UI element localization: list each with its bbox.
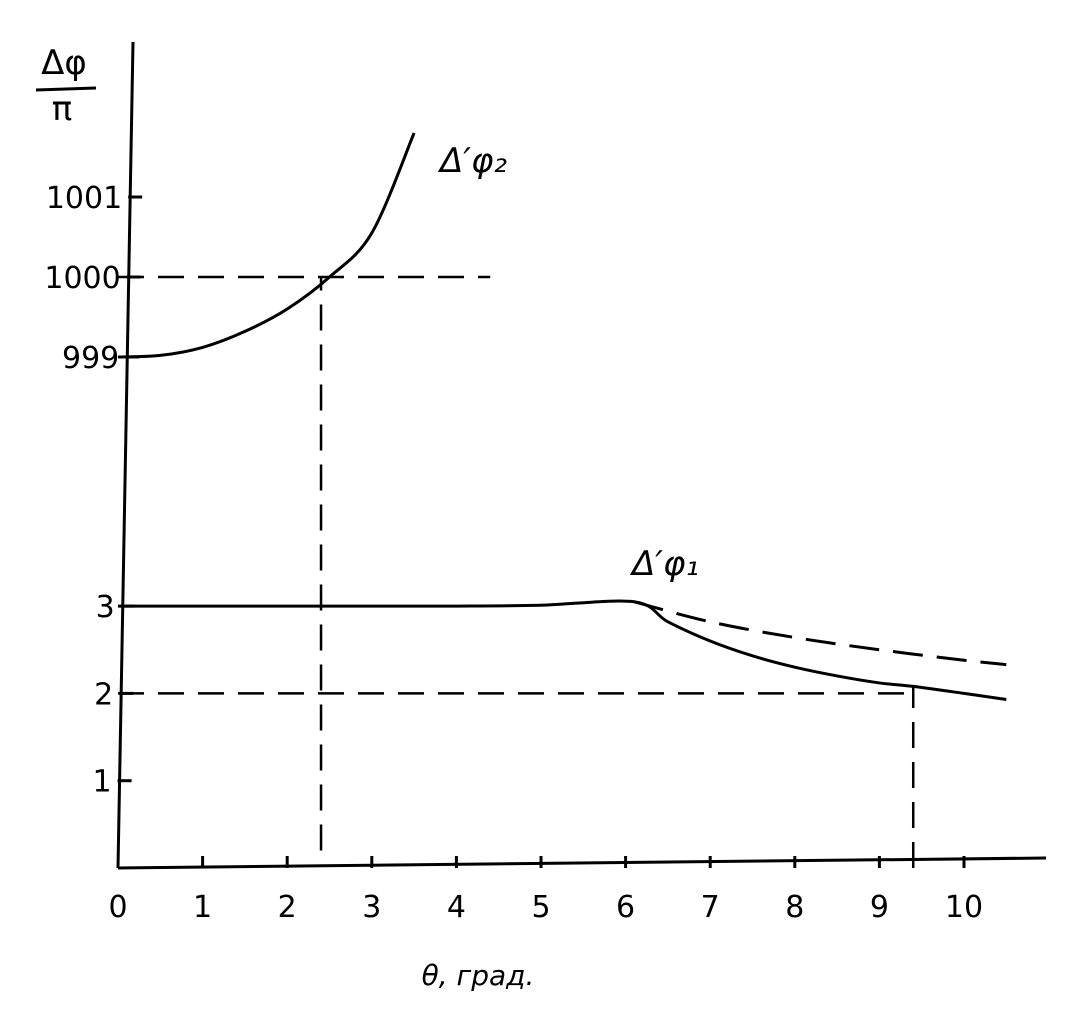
x-axis-title: θ, град. — [422, 959, 535, 992]
x-tick-label: 2 — [278, 890, 297, 925]
axes — [116, 41, 1047, 870]
x-tick-label: 4 — [447, 890, 466, 925]
series-line-phi2 — [117, 132, 416, 359]
y-tick-label: 1 — [92, 765, 111, 800]
y-tick-label: 1001 — [46, 181, 122, 216]
x-tick-label: 6 — [616, 890, 635, 925]
y-axis-title-denominator: π — [52, 89, 72, 129]
tick-labels: 0 1 2 3 4 5 6 7 8 9 10 1 2 3 999 1000 1001 — [44, 181, 983, 925]
y-axis-title-fraction-bar — [35, 86, 97, 92]
x-tick-label: 8 — [785, 890, 804, 925]
y-tick-label: 3 — [96, 590, 115, 625]
reference-lines — [118, 275, 915, 868]
curve-label-phi1: Δ′φ₁ — [629, 544, 699, 584]
x-tick-label: 5 — [531, 890, 550, 925]
x-tick-label: 0 — [108, 890, 127, 925]
y-tick-label: 2 — [94, 677, 113, 712]
x-tick-label: 3 — [362, 890, 381, 925]
curve-label-phi2: Δ′φ₂ — [437, 141, 507, 181]
series-group — [117, 132, 1007, 701]
series-line-phi1-dashed — [633, 600, 1007, 667]
x-axis-line — [117, 856, 1047, 870]
y-tick-label: 999 — [62, 341, 119, 376]
x-tick-label: 9 — [870, 890, 889, 925]
x-tick-label: 10 — [945, 890, 983, 925]
x-tick-label: 1 — [193, 890, 212, 925]
y-axis-line — [116, 41, 135, 869]
y-axis-title-numerator: Δφ — [41, 43, 87, 83]
x-tick-label: 7 — [701, 890, 720, 925]
y-tick-label: 1000 — [44, 261, 120, 296]
series-line-phi1 — [117, 599, 1007, 701]
